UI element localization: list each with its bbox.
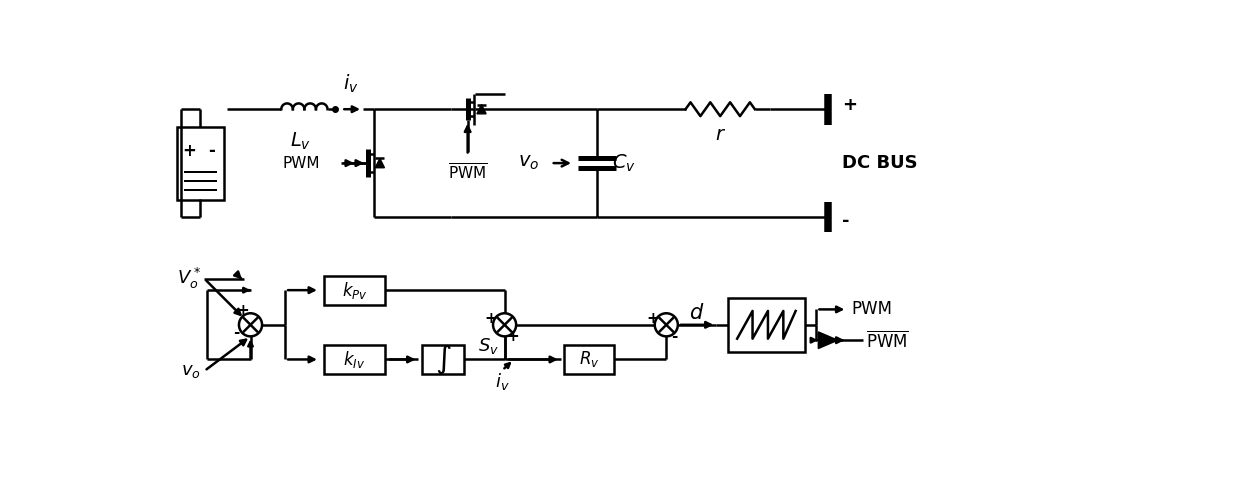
Text: $i_v$: $i_v$ [342,73,358,95]
Text: +: + [506,329,518,344]
Text: $\overline{\mathrm{PWM}}$: $\overline{\mathrm{PWM}}$ [867,330,909,351]
Text: $v_o$: $v_o$ [181,362,201,380]
Text: $i_v$: $i_v$ [495,371,510,392]
Bar [324,345,386,374]
Text: $V_o^*$: $V_o^*$ [176,266,201,291]
Text: $R_v$: $R_v$ [579,350,600,369]
Text: $\int$: $\int$ [435,343,451,376]
Text: +: + [237,304,249,318]
Text: PWM: PWM [851,300,892,318]
Text: +: + [485,311,497,326]
Text: -: - [233,325,239,340]
Text: -: - [208,142,216,160]
Bar [324,276,386,305]
Text: $C_v$: $C_v$ [613,152,636,174]
Text: +: + [182,142,196,160]
Text: -: - [842,212,849,230]
Bar [728,298,805,352]
Text: -: - [671,329,677,344]
Text: $S_v$: $S_v$ [477,336,498,355]
Bar [422,345,464,374]
Bar [564,345,614,374]
Text: $L_v$: $L_v$ [290,131,311,152]
Text: $d$: $d$ [689,303,704,323]
Polygon shape [477,105,486,114]
Text: $k_{Iv}$: $k_{Iv}$ [343,349,366,370]
Text: $\overline{\mathrm{PWM}}$: $\overline{\mathrm{PWM}}$ [448,163,487,183]
Text: $v_o$: $v_o$ [518,154,539,172]
Text: PWM: PWM [283,156,320,171]
Polygon shape [376,158,384,168]
Bar [177,127,223,200]
Text: $r$: $r$ [714,126,725,144]
Text: $k_{Pv}$: $k_{Pv}$ [341,280,367,301]
Polygon shape [818,332,838,349]
Text: +: + [842,96,857,114]
Text: DC BUS: DC BUS [842,154,918,172]
Text: +: + [646,311,658,326]
